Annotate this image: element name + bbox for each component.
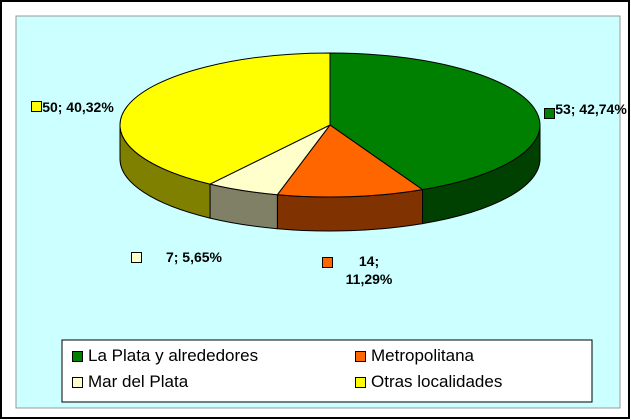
data-label: 53; 42,74% — [555, 101, 627, 117]
label-marker — [131, 252, 142, 263]
pie — [119, 52, 541, 232]
label-marker — [322, 257, 333, 268]
data-label: 14; 11,29% — [345, 253, 393, 287]
legend-box — [61, 339, 593, 403]
legend-marker — [72, 377, 83, 388]
legend-marker — [355, 377, 366, 388]
legend-label: Otras localidades — [371, 372, 503, 391]
slice — [329, 52, 541, 191]
slice — [119, 52, 331, 185]
legend-label: La Plata y alrededores — [88, 346, 259, 365]
label-marker — [31, 101, 42, 112]
slice — [276, 124, 424, 198]
data-label: 7; 5,65% — [165, 249, 223, 265]
legend-marker — [355, 351, 366, 362]
legend-marker — [72, 351, 83, 362]
label-marker — [544, 108, 555, 119]
legend-label: Mar del Plata — [88, 372, 189, 391]
legend-label: Metropolitana — [371, 346, 475, 365]
data-label: 50; 40,32% — [42, 99, 114, 115]
